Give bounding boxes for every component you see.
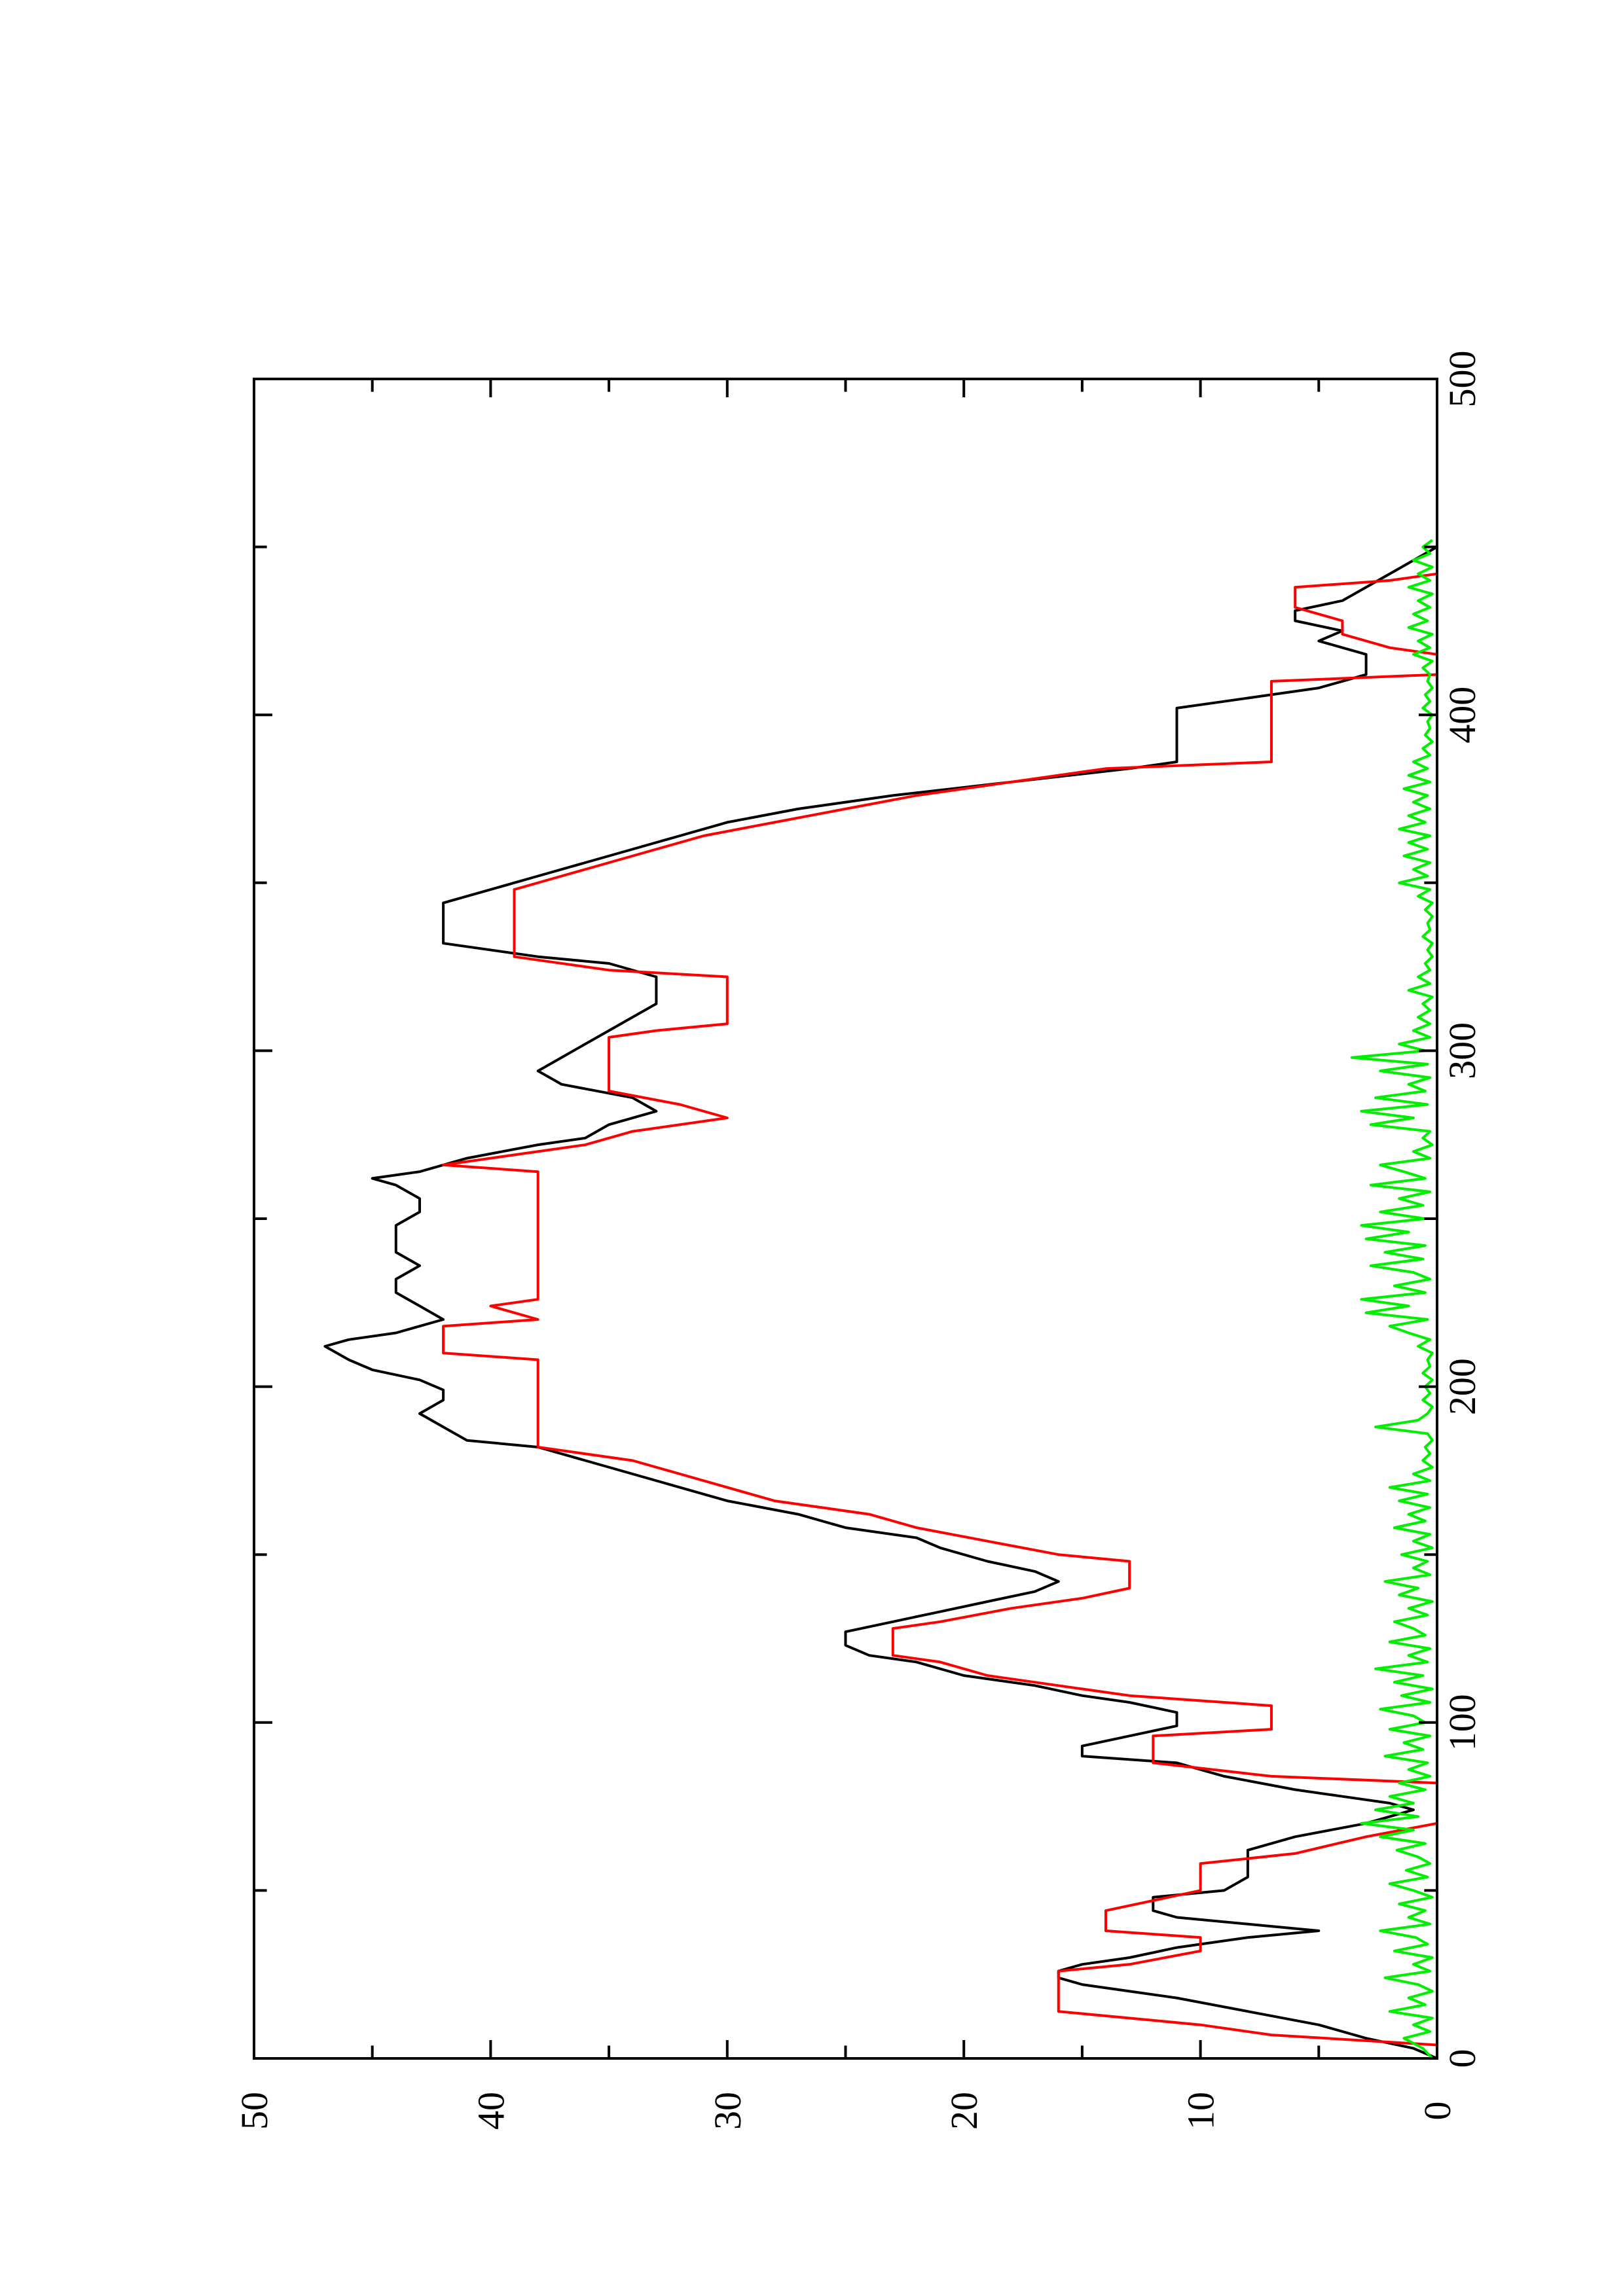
x-tick-label: 500 — [1441, 351, 1484, 408]
series-black-line — [323, 540, 1438, 2060]
x-tick-label: 100 — [1441, 1694, 1484, 1751]
y-tick-label: 30 — [706, 2092, 749, 2130]
series-layer — [323, 539, 1438, 2060]
series-red-line — [442, 547, 1438, 2058]
y-tick-label: 10 — [1180, 2092, 1222, 2130]
y-tick-label: 40 — [469, 2092, 512, 2130]
y-tick-label: 20 — [943, 2092, 985, 2130]
series-green-line — [1350, 539, 1434, 2060]
ticks-layer — [253, 378, 1438, 2060]
plot-frame — [253, 378, 1438, 2060]
x-tick-label: 400 — [1441, 687, 1484, 744]
x-tick-label: 300 — [1441, 1022, 1484, 1079]
tick-labels: 0 100 200 300 400 500 0 10 20 30 40 50 — [233, 351, 1484, 2130]
x-tick-label: 200 — [1441, 1358, 1484, 1415]
x-tick-label: 0 — [1441, 2049, 1484, 2068]
y-tick-label: 50 — [233, 2092, 276, 2130]
y-tick-label: 0 — [1416, 2102, 1459, 2121]
